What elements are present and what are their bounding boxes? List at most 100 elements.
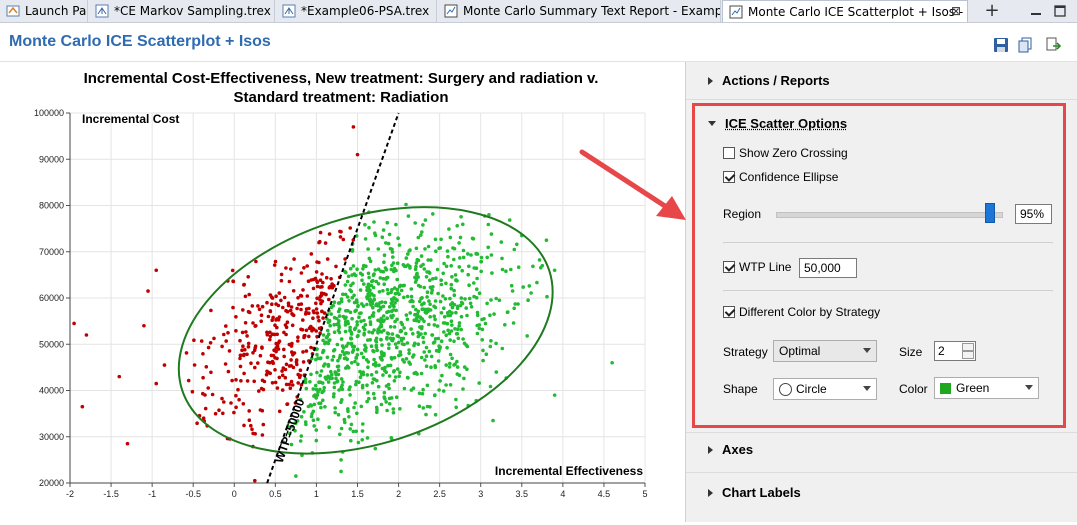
- tab-example06-psa[interactable]: *Example06-PSA.trex: [276, 0, 437, 22]
- scatter-point: [349, 422, 354, 427]
- scatter-point: [379, 402, 384, 407]
- scatter-point: [258, 353, 263, 358]
- scatter-point: [329, 277, 333, 281]
- different-color-checkbox[interactable]: Different Color by Strategy: [723, 305, 880, 319]
- scatter-point: [430, 288, 435, 293]
- checkbox[interactable]: [723, 171, 735, 183]
- scatter-point: [404, 256, 409, 260]
- confidence-ellipse-checkbox[interactable]: Confidence Ellipse: [723, 170, 838, 184]
- scatter-point: [72, 321, 76, 326]
- expand-icon: [708, 445, 713, 454]
- close-tab-icon[interactable]: ⊠: [950, 4, 961, 18]
- section-axes[interactable]: Axes: [708, 442, 753, 457]
- wtp-line-checkbox[interactable]: WTP Line: [723, 260, 791, 274]
- scatter-point: [449, 319, 454, 324]
- scatter-point: [257, 389, 261, 393]
- tab-ice-scatterplot[interactable]: Monte Carlo ICE Scatterplot + Isos - ⊠: [722, 0, 968, 22]
- scatter-point: [448, 361, 452, 366]
- tab-launch-pad[interactable]: Launch Pad: [0, 0, 88, 22]
- wtp-input[interactable]: 50,000: [799, 258, 857, 278]
- scatter-point: [521, 285, 525, 289]
- scatter-point: [338, 432, 342, 437]
- scatter-point: [321, 398, 325, 403]
- scatter-point: [381, 269, 386, 274]
- x-tick-label: -0.5: [185, 489, 201, 499]
- scatter-point: [281, 366, 286, 370]
- scatter-point: [481, 348, 485, 353]
- confidence-ellipse: [177, 206, 554, 455]
- scatter-point: [313, 383, 318, 388]
- scatter-point: [272, 348, 276, 353]
- scatter-point: [475, 331, 480, 336]
- scatter-point: [315, 347, 319, 351]
- scatter-point: [341, 237, 346, 242]
- region-slider-thumb[interactable]: [984, 203, 995, 223]
- scatter-point: [420, 391, 425, 396]
- scatter-point: [506, 310, 510, 314]
- launch-pad-icon: [6, 4, 20, 18]
- size-stepper[interactable]: 2: [934, 341, 976, 361]
- scatter-point: [412, 371, 417, 376]
- scatter-point: [217, 408, 221, 413]
- new-tab-button[interactable]: +: [984, 0, 1000, 21]
- scatter-point: [439, 282, 444, 287]
- region-slider-track[interactable]: [776, 212, 1003, 218]
- section-chart-labels[interactable]: Chart Labels: [708, 485, 801, 500]
- scatter-point: [201, 352, 205, 356]
- export-icon[interactable]: [1046, 37, 1062, 53]
- strategy-select[interactable]: Optimal: [773, 340, 877, 362]
- scatter-point: [433, 237, 438, 242]
- x-tick-label: 0: [232, 489, 237, 499]
- scatter-point: [354, 234, 359, 238]
- color-select[interactable]: Green: [934, 377, 1039, 399]
- section-actions-reports[interactable]: Actions / Reports: [708, 73, 830, 88]
- stepper-up-icon[interactable]: [962, 343, 974, 351]
- scatter-point: [270, 332, 275, 337]
- scatter-point: [408, 362, 413, 366]
- scatter-point: [349, 332, 354, 336]
- scatter-point: [318, 298, 322, 302]
- checkbox[interactable]: [723, 261, 735, 273]
- scatter-point: [255, 361, 260, 365]
- scatter-point: [301, 360, 306, 364]
- scatter-point: [488, 344, 493, 349]
- scatter-point: [445, 311, 450, 315]
- scatter-point: [315, 352, 319, 357]
- scatter-point: [421, 307, 426, 311]
- scatter-point: [475, 310, 480, 315]
- scatter-point: [448, 383, 453, 387]
- scatter-point: [253, 344, 258, 349]
- save-icon[interactable]: [993, 37, 1009, 53]
- scatter-point: [296, 296, 300, 300]
- region-input[interactable]: 95%: [1015, 204, 1052, 224]
- show-zero-crossing-checkbox[interactable]: Show Zero Crossing: [723, 146, 848, 160]
- scatter-point: [236, 387, 240, 392]
- shape-select[interactable]: Circle: [773, 378, 877, 400]
- scatter-point: [320, 309, 324, 314]
- scatter-point: [250, 304, 255, 308]
- minimize-icon[interactable]: [1026, 1, 1046, 21]
- stepper-down-icon[interactable]: [962, 351, 974, 359]
- scatter-point: [285, 402, 290, 406]
- scatter-point: [486, 222, 491, 227]
- scatter-point: [320, 381, 325, 385]
- scatter-point: [273, 323, 277, 328]
- scatter-point: [455, 224, 460, 228]
- scatter-point: [376, 384, 381, 389]
- ice-scatterplot[interactable]: Incremental Cost-Effectiveness, New trea…: [0, 62, 685, 522]
- section-ice-scatter-options[interactable]: ICE Scatter Options: [708, 116, 847, 131]
- tab-ce-markov-sampling[interactable]: *CE Markov Sampling.trex: [89, 0, 275, 22]
- scatter-point: [254, 259, 258, 264]
- tab-monte-carlo-summary[interactable]: Monte Carlo Summary Text Report - Exampl: [438, 0, 721, 22]
- scatter-point: [291, 353, 295, 357]
- scatter-point: [245, 379, 250, 383]
- maximize-icon[interactable]: [1050, 1, 1070, 21]
- divider: [686, 472, 1077, 473]
- scatter-point: [274, 294, 278, 298]
- checkbox[interactable]: [723, 306, 735, 318]
- checkbox[interactable]: [723, 147, 735, 159]
- scatter-point: [392, 379, 397, 383]
- scatter-point: [425, 295, 429, 299]
- copy-icon[interactable]: [1017, 37, 1033, 53]
- scatter-point: [192, 363, 197, 367]
